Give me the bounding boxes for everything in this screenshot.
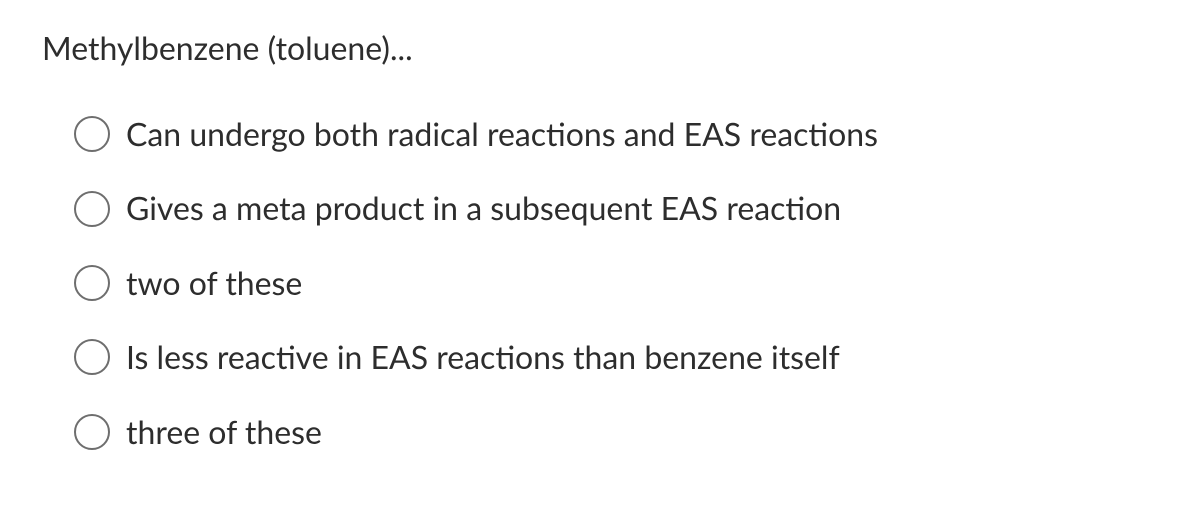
option-label: Gives a meta product in a subsequent EAS… (126, 189, 841, 227)
radio-icon[interactable] (74, 191, 110, 227)
option-4[interactable]: three of these (74, 413, 1154, 451)
radio-icon[interactable] (74, 414, 110, 450)
option-label: three of these (126, 413, 322, 451)
option-0[interactable]: Can undergo both radical reactions and E… (74, 115, 1154, 153)
radio-icon[interactable] (74, 265, 110, 301)
option-1[interactable]: Gives a meta product in a subsequent EAS… (74, 189, 1154, 227)
question-stem: Methylbenzene (toluene)... (42, 28, 1154, 67)
option-label: Can undergo both radical reactions and E… (126, 115, 878, 153)
option-2[interactable]: two of these (74, 264, 1154, 302)
options-group: Can undergo both radical reactions and E… (74, 115, 1154, 451)
option-3[interactable]: Is less reactive in EAS reactions than b… (74, 338, 1154, 376)
option-label: two of these (126, 264, 302, 302)
radio-icon[interactable] (74, 339, 110, 375)
radio-icon[interactable] (74, 116, 110, 152)
option-label: Is less reactive in EAS reactions than b… (126, 338, 840, 376)
